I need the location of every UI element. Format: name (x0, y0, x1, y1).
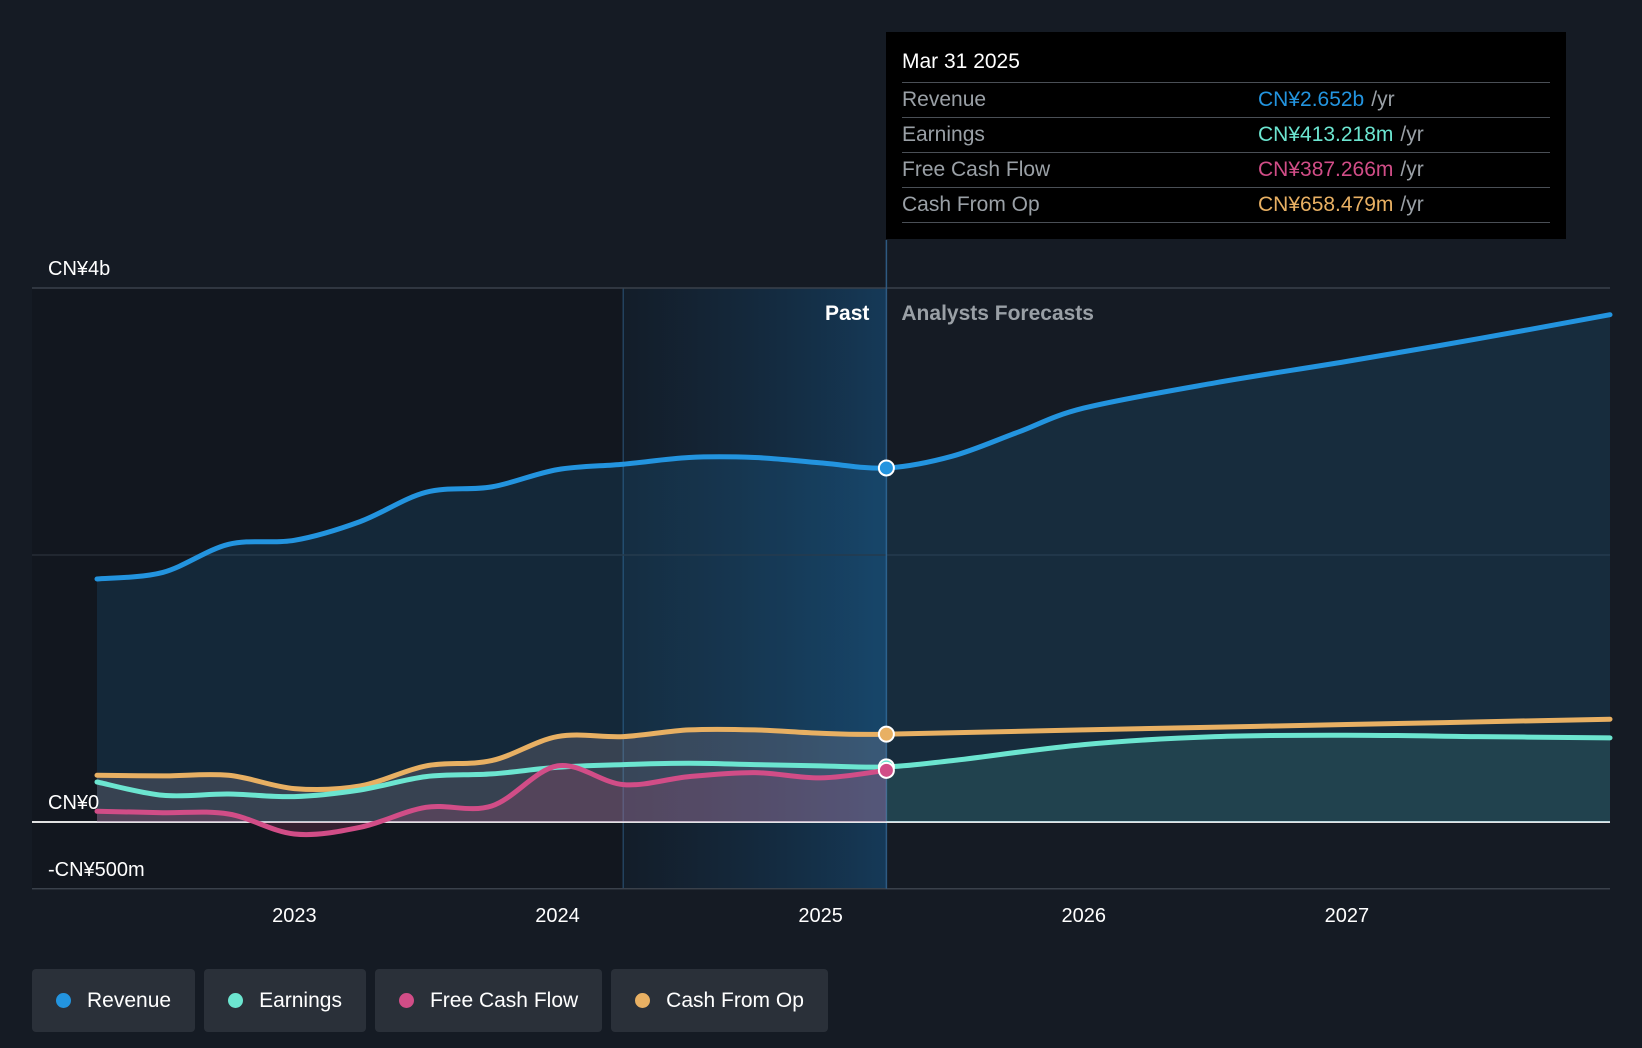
tooltip: Mar 31 2025 Revenue CN¥2.652b /yr Earnin… (886, 32, 1566, 239)
past-label: Past (825, 302, 869, 325)
forecast-label: Analysts Forecasts (901, 302, 1094, 325)
x-tick-label: 2023 (272, 905, 317, 927)
tooltip-label: Earnings (902, 123, 985, 146)
x-tick-label: 2027 (1325, 905, 1370, 927)
y-label-min: -CN¥500m (48, 859, 145, 881)
earnings-forecast-area (886, 735, 1610, 822)
cash-from-op-dot-icon (635, 993, 651, 1008)
tooltip-row-earnings: Earnings CN¥413.218m /yr (902, 117, 1550, 152)
y-label-zero: CN¥0 (48, 792, 99, 814)
tooltip-label: Cash From Op (902, 193, 1040, 216)
legend-label: Revenue (87, 988, 172, 1012)
legend-label: Free Cash Flow (429, 988, 579, 1012)
tooltip-row-revenue: Revenue CN¥2.652b /yr (902, 82, 1550, 117)
tooltip-label: Revenue (902, 88, 987, 111)
past-highlight-band (623, 288, 887, 889)
x-tick-label: 2024 (535, 905, 580, 927)
legend-label: Cash From Op (666, 988, 804, 1012)
tooltip-label: Free Cash Flow (902, 158, 1051, 181)
revenue-area (97, 314, 1610, 822)
free-cash-flow-area (97, 765, 887, 835)
legend-item-earnings[interactable]: Earnings (204, 969, 366, 1032)
tooltip-value: CN¥413.218m (1258, 123, 1394, 146)
x-tick-label: 2026 (1061, 905, 1106, 927)
x-tick-label: 2025 (798, 905, 843, 927)
legend-item-cash-from-op[interactable]: Cash From Op (611, 969, 828, 1032)
free-cash-flow-dot-icon (398, 993, 414, 1008)
tooltip-unit: /yr (1400, 158, 1424, 181)
legend-item-revenue[interactable]: Revenue (32, 969, 196, 1032)
cash-from-op-marker (877, 725, 895, 743)
tooltip-date: Mar 31 2025 (902, 50, 1020, 73)
earnings-line (94, 732, 1613, 800)
legend-label: Earnings (259, 988, 342, 1012)
tooltip-value: CN¥2.652b (1258, 88, 1365, 111)
tooltip-unit: /yr (1371, 88, 1395, 111)
tooltip-row-free-cash-flow: Free Cash Flow CN¥387.266m /yr (902, 152, 1550, 187)
revenue-marker (877, 459, 895, 477)
legend: Revenue Earnings Free Cash Flow Cash Fro… (32, 969, 828, 1032)
tooltip-row-cash-from-op: Cash From Op CN¥658.479m /yr (902, 187, 1550, 223)
tooltip-value: CN¥387.266m (1258, 158, 1394, 181)
revenue-dot-icon (56, 993, 71, 1008)
cash-from-op-line (94, 716, 1613, 793)
tooltip-unit: /yr (1400, 123, 1424, 146)
tooltip-value: CN¥658.479m (1258, 193, 1394, 216)
legend-item-free-cash-flow[interactable]: Free Cash Flow (374, 969, 603, 1032)
earnings-dot-icon (228, 993, 244, 1008)
free-cash-flow-line (94, 763, 889, 838)
tooltip-unit: /yr (1400, 193, 1424, 216)
free-cash-flow-marker (877, 761, 895, 779)
revenue-line (94, 312, 1613, 582)
y-label-max: CN¥4b (48, 258, 110, 280)
